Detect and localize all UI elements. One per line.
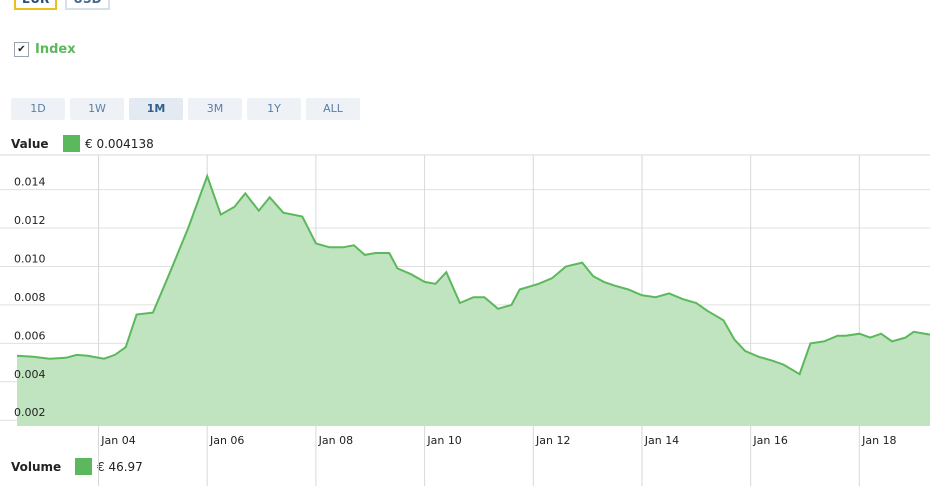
value-line bbox=[16, 173, 930, 376]
range-3m-button[interactable]: 3M bbox=[188, 98, 242, 120]
range-all-button[interactable]: ALL bbox=[306, 98, 360, 120]
x-tick-label: Jan 14 bbox=[644, 434, 679, 447]
y-tick-label: 0.014 bbox=[14, 176, 46, 189]
y-tick-label: 0.008 bbox=[14, 291, 46, 304]
y-tick-label: 0.012 bbox=[14, 214, 46, 227]
range-1d-button[interactable]: 1D bbox=[11, 98, 65, 120]
value-swatch bbox=[63, 135, 80, 152]
value-legend-label: Value bbox=[11, 136, 49, 151]
value-legend: Value € 0.004138 bbox=[11, 135, 154, 152]
volume-swatch bbox=[75, 458, 92, 475]
volume-readout: € 46.97 bbox=[97, 459, 143, 474]
x-tick-label: Jan 08 bbox=[318, 434, 353, 447]
x-tick-label: Jan 12 bbox=[535, 434, 570, 447]
value-area bbox=[17, 176, 930, 426]
x-tick-label: Jan 16 bbox=[752, 434, 787, 447]
index-toggle[interactable]: ✔ Index bbox=[14, 42, 76, 57]
range-selector: 1D 1W 1M 3M 1Y ALL bbox=[11, 98, 360, 120]
y-tick-label: 0.004 bbox=[14, 368, 46, 381]
x-tick-label: Jan 18 bbox=[861, 434, 896, 447]
range-1m-button[interactable]: 1M bbox=[129, 98, 183, 120]
y-tick-label: 0.010 bbox=[14, 252, 46, 265]
range-1y-button[interactable]: 1Y bbox=[247, 98, 301, 120]
x-tick-label: Jan 04 bbox=[100, 434, 135, 447]
range-1w-button[interactable]: 1W bbox=[70, 98, 124, 120]
x-axis-ticks: Jan 04 Jan 06 Jan 08 Jan 10 Jan 12 Jan 14 Jan … bbox=[100, 434, 896, 447]
y-axis-ticks: 0.002 0.004 0.006 0.008 0.010 0.012 0.014 bbox=[14, 176, 46, 420]
currency-usd-button[interactable]: USD bbox=[65, 0, 110, 10]
currency-switcher: EUR USD bbox=[14, 0, 110, 10]
index-label: Index bbox=[35, 42, 76, 57]
y-tick-label: 0.006 bbox=[14, 329, 46, 342]
value-readout: € 0.004138 bbox=[85, 136, 154, 151]
x-tick-label: Jan 06 bbox=[209, 434, 244, 447]
volume-legend: Volume € 46.97 bbox=[11, 458, 143, 475]
currency-eur-button[interactable]: EUR bbox=[14, 0, 58, 10]
y-tick-label: 0.002 bbox=[14, 406, 46, 419]
volume-legend-label: Volume bbox=[11, 459, 62, 474]
checkbox-checked-icon[interactable]: ✔ bbox=[14, 42, 29, 57]
x-tick-label: Jan 10 bbox=[426, 434, 461, 447]
